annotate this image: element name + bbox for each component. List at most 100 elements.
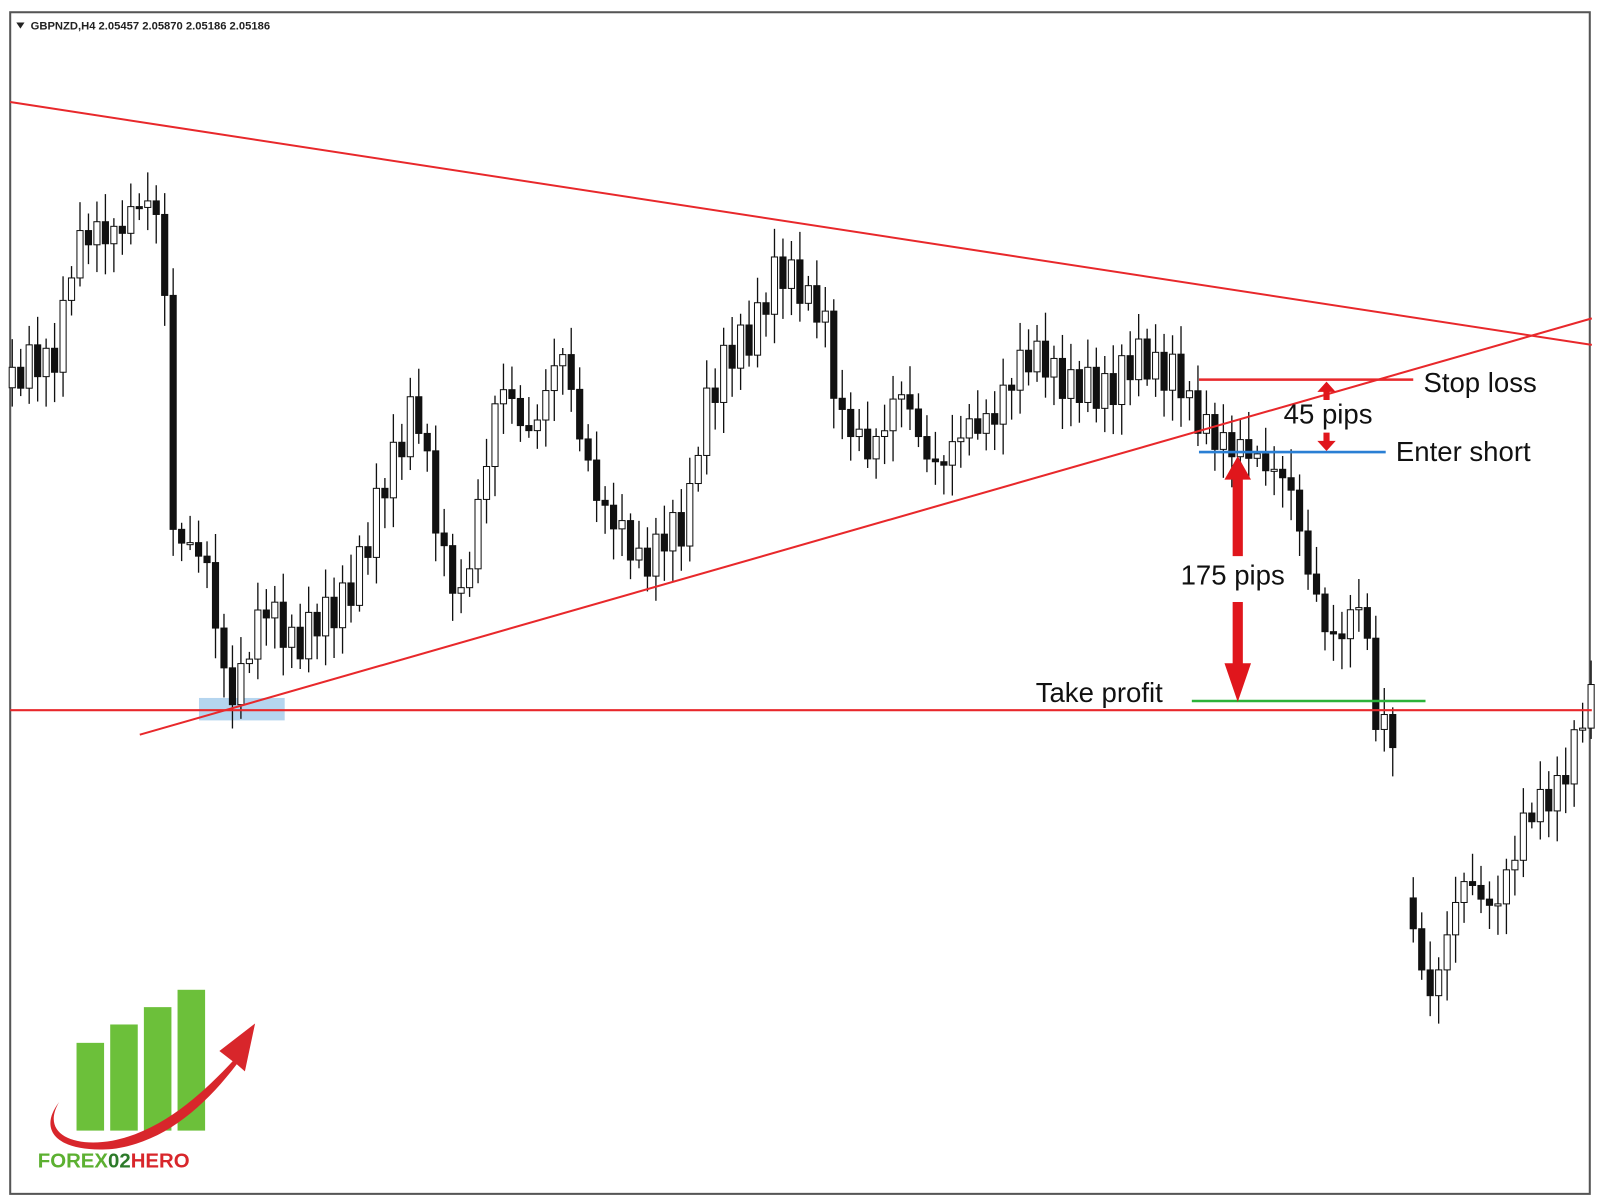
- candle-body: [415, 396, 423, 434]
- upper-trendline: [10, 101, 1592, 346]
- candle-body: [1502, 869, 1510, 905]
- candle-body: [423, 432, 431, 452]
- candle-body: [1553, 775, 1561, 812]
- candle-body: [1253, 453, 1261, 459]
- candle-body: [677, 512, 685, 547]
- candle-body: [67, 277, 76, 301]
- candle-body: [720, 344, 728, 403]
- candle-body: [1219, 432, 1227, 450]
- candle-body: [881, 430, 889, 437]
- logo-bar: [76, 1042, 105, 1131]
- candle-body: [135, 206, 143, 210]
- candle-body: [770, 256, 779, 315]
- candle-body: [508, 389, 516, 399]
- chart-frame: [9, 11, 1591, 1195]
- candle-body: [965, 418, 973, 439]
- candle-body: [940, 461, 948, 466]
- candle-body: [516, 397, 524, 427]
- candle-body: [8, 366, 16, 389]
- candle-body: [660, 533, 668, 552]
- candle-body: [1177, 353, 1185, 399]
- candle-body: [533, 419, 541, 432]
- candle-body: [787, 259, 795, 289]
- candle-body: [1426, 969, 1434, 997]
- candle-body: [322, 596, 330, 637]
- candle-body: [338, 582, 347, 629]
- header-title: GBPNZD,H4 2.05457 2.05870 2.05186 2.0518…: [31, 21, 271, 33]
- candle-body: [974, 418, 982, 434]
- candle-body: [1380, 714, 1388, 730]
- candle-body: [127, 206, 135, 234]
- candle-body: [1211, 414, 1219, 450]
- logo-arrow: [50, 1023, 256, 1150]
- logo-part: HERO: [131, 1150, 190, 1172]
- candle-body: [864, 428, 872, 460]
- candle-body: [262, 609, 270, 619]
- candle-body: [1296, 489, 1304, 532]
- candle-body: [237, 663, 245, 706]
- candle-body: [194, 542, 203, 557]
- candle-body: [982, 413, 990, 434]
- candle-body: [737, 324, 745, 369]
- candle-body: [1143, 338, 1151, 380]
- candle-body: [1041, 340, 1050, 378]
- candle-body: [1050, 357, 1058, 378]
- chart-area: GBPNZD,H4 2.05457 2.05870 2.05186 2.0518…: [8, 11, 1595, 1195]
- candle-body: [178, 528, 186, 544]
- candle-body: [1016, 349, 1024, 391]
- candle-body: [1185, 390, 1194, 399]
- candle-body: [305, 611, 313, 660]
- candle-body: [821, 310, 829, 323]
- candle-body: [830, 310, 838, 399]
- candle-body: [440, 532, 448, 547]
- logo-bar: [110, 1024, 138, 1131]
- candle-body: [626, 520, 635, 561]
- candle-body: [779, 256, 787, 289]
- arrow-up: [1224, 456, 1252, 557]
- enter-short-label: Enter short: [1396, 436, 1531, 467]
- candle-body: [1477, 884, 1485, 900]
- candle-body: [1452, 901, 1460, 936]
- candle-body: [635, 547, 643, 561]
- candle-body: [152, 200, 160, 215]
- logo-part: FOREX: [38, 1150, 109, 1172]
- candle-body: [499, 389, 508, 405]
- candle-body: [897, 394, 906, 400]
- candle-body: [652, 533, 660, 577]
- candle-body: [1135, 338, 1143, 381]
- candle-body: [1202, 414, 1210, 434]
- candle-body: [330, 596, 338, 629]
- candle-body: [1168, 353, 1177, 391]
- candle-body: [1033, 340, 1041, 373]
- small-arrow-down: [1317, 432, 1336, 452]
- candle-body: [482, 465, 491, 500]
- candle-body: [1194, 390, 1202, 434]
- candle-body: [1270, 468, 1278, 472]
- candle-body: [186, 542, 194, 546]
- candle-body: [211, 562, 220, 629]
- candle-body: [593, 459, 601, 501]
- candle-body: [855, 428, 863, 438]
- candles: [8, 172, 1595, 1024]
- candle-body: [1245, 439, 1253, 459]
- candle-body: [686, 483, 694, 547]
- candle-body: [271, 601, 279, 619]
- candle-body: [169, 294, 177, 530]
- candle-body: [220, 627, 228, 669]
- candle-body: [694, 454, 702, 485]
- candle-body: [1067, 369, 1075, 399]
- candle-body: [432, 450, 440, 534]
- candle-body: [1287, 477, 1295, 491]
- candle-body: [1579, 727, 1587, 731]
- candle-body: [76, 230, 84, 279]
- candle-body: [1152, 351, 1160, 380]
- candle-body: [1528, 812, 1536, 823]
- stop-pips-label: 45 pips: [1284, 398, 1373, 429]
- candle-body: [1084, 366, 1092, 403]
- candle-body: [1460, 881, 1468, 903]
- candle-body: [34, 344, 42, 378]
- candle-body: [1511, 859, 1519, 871]
- candle-body: [25, 344, 33, 389]
- candle-body: [203, 555, 211, 564]
